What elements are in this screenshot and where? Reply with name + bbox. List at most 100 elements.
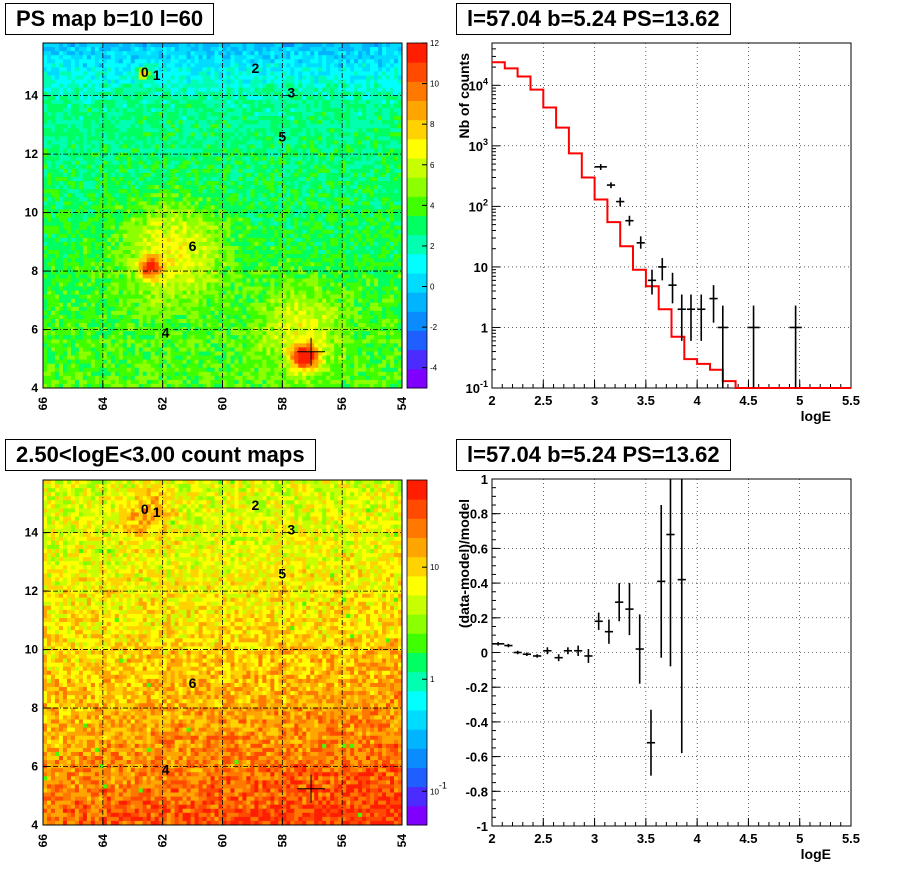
residual-point [584,649,592,663]
colorbar-segment [407,633,427,653]
x-tick-label: 54 [395,834,409,848]
data-point [678,295,686,341]
colorbar-segment [407,177,427,197]
colorbar-segment [407,672,427,692]
x-tick-label: 4 [694,393,702,408]
colorbar-segment [407,158,427,178]
x-tick-label: 58 [275,834,289,848]
colorbar-segment [407,614,427,634]
colorbar-segment [407,216,427,236]
source-label-0: 0 [141,501,149,517]
model-histogram [492,62,851,388]
colorbar-segment [407,710,427,730]
x-tick-label: 58 [275,397,289,411]
x-tick-label: 2 [488,393,495,408]
residual-point [514,651,522,654]
colorbar-tick-label: 2 [430,242,435,251]
x-tick-label: 5 [796,393,803,408]
y-axis-label: Nb of counts [456,53,472,139]
colorbar-segment [407,806,427,826]
colorbar-tick-label: 10 [430,80,439,89]
x-tick-label: 2 [488,831,495,846]
source-label-2: 2 [252,60,260,76]
data-point [607,182,615,188]
data-point [648,270,656,295]
source-label-1: 1 [153,504,161,520]
x-tick-label: 4.5 [739,831,757,846]
colorbar-tick-label: 6 [430,161,435,170]
residual-point [543,647,551,654]
y-tick-label: -0.4 [466,715,489,730]
colorbar-segment [407,273,427,293]
y-tick-label: 4 [31,818,38,832]
y-axis-label: (data-model)/model [456,499,472,628]
y-tick-label: 10-1 [466,379,488,396]
data-point [718,306,728,388]
y-tick-label: 0.6 [470,541,488,556]
colorbar-segment [407,331,427,351]
source-label-6: 6 [189,238,197,254]
residual-point [533,654,541,657]
colorbar-tick-label: 4 [430,201,435,210]
colorbar-segment [407,350,427,370]
colorbar-segment [407,43,427,63]
colorbar-segment [407,196,427,216]
colorbar-segment [407,538,427,558]
source-label-4: 4 [162,324,170,340]
y-tick-label: 0.4 [470,576,489,591]
y-tick-label: 8 [31,701,38,715]
x-tick-label: 2.5 [534,393,552,408]
source-label-1: 1 [153,67,161,83]
data-point [697,295,705,341]
colorbar-segment [407,768,427,788]
x-tick-label: 62 [156,834,170,848]
colorbar-tick-label: -4 [430,364,438,373]
source-label-0: 0 [141,64,149,80]
x-tick-label: 54 [395,397,409,411]
x-tick-label: 56 [335,834,349,848]
residual-point [657,505,665,658]
x-tick-label: 2.5 [534,831,552,846]
y-tick-label: 10 [25,206,39,220]
source-label-6: 6 [189,675,197,691]
y-tick-label: 6 [31,323,38,337]
colorbar-segment [407,576,427,596]
source-label-4: 4 [162,761,170,777]
source-label-3: 3 [287,522,295,538]
x-tick-label: 5 [796,831,803,846]
x-tick-label: 4.5 [739,393,757,408]
plot-frame [492,479,851,826]
source-label-2: 2 [252,497,260,513]
residual-point [605,620,613,644]
y-tick-label: 6 [31,760,38,774]
y-tick-label: 8 [31,264,38,278]
residual-title: l=57.04 b=5.24 PS=13.62 [456,439,731,471]
residual-point [574,646,582,656]
colorbar-segment [407,120,427,140]
source-label-5: 5 [278,566,286,582]
y-tick-label: 10 [25,643,39,657]
residual-point [492,642,504,645]
y-tick-label: -0.6 [466,750,488,765]
x-axis-label: logE [801,846,831,862]
colorbar-tick-label: 0 [430,283,435,292]
y-tick-label: 10 [474,260,488,275]
colorbar-segment [407,499,427,519]
colorbar-segment [407,557,427,577]
colorbar-segment [407,62,427,82]
data-point [637,236,645,248]
colorbar-segment [407,729,427,749]
colorbar-segment [407,81,427,101]
ps-map-title: PS map b=10 l=60 [5,3,214,35]
x-tick-label: 56 [335,397,349,411]
source-label-5: 5 [278,129,286,145]
colorbar-segment [407,691,427,711]
x-tick-label: 5.5 [842,831,860,846]
x-tick-label: 3 [591,393,598,408]
count-map-title: 2.50<logE<3.00 count maps [5,439,316,471]
